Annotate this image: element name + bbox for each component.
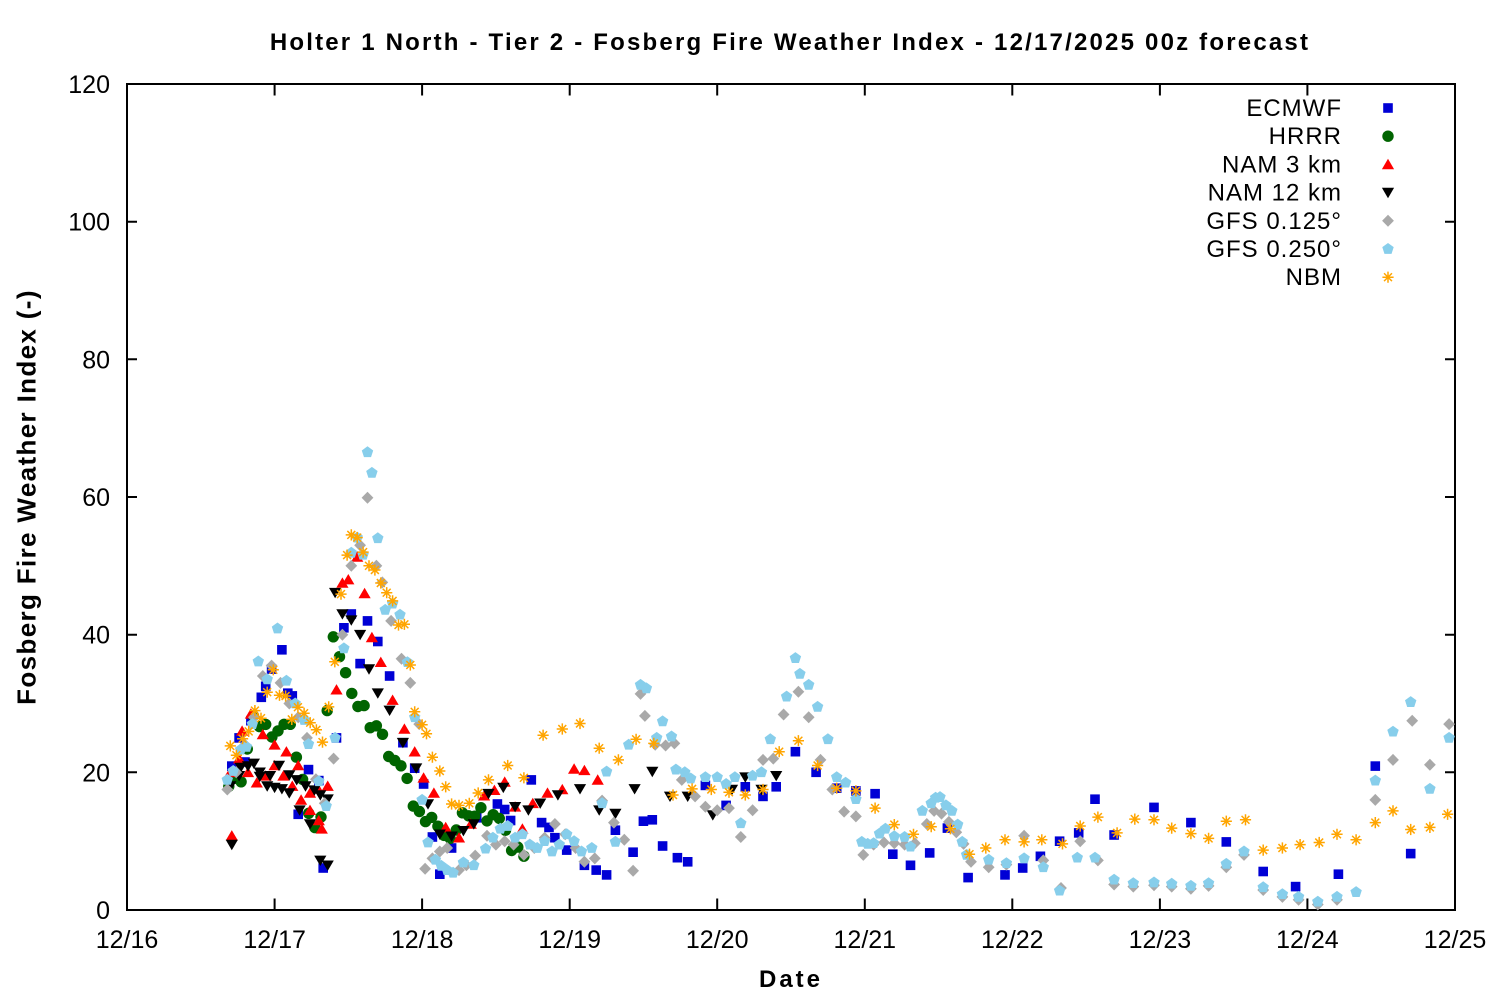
svg-text:GFS 0.125°: GFS 0.125° [1206, 208, 1342, 235]
svg-text:40: 40 [82, 622, 110, 650]
svg-text:0: 0 [96, 897, 110, 925]
svg-text:NAM 12 km: NAM 12 km [1208, 180, 1342, 207]
svg-text:Holter 1 North - Tier 2 - Fosb: Holter 1 North - Tier 2 - Fosberg Fire W… [270, 29, 1310, 56]
svg-text:NAM 3 km: NAM 3 km [1222, 151, 1342, 178]
svg-text:GFS 0.250°: GFS 0.250° [1206, 236, 1342, 263]
svg-text:20: 20 [82, 759, 110, 787]
svg-text:100: 100 [68, 209, 110, 237]
svg-text:ECMWF: ECMWF [1246, 95, 1342, 122]
svg-text:Date: Date [759, 966, 823, 993]
svg-text:12/20: 12/20 [686, 926, 749, 954]
svg-text:HRRR: HRRR [1269, 123, 1342, 150]
svg-text:12/17: 12/17 [243, 926, 306, 954]
svg-text:12/21: 12/21 [834, 926, 897, 954]
svg-text:NBM: NBM [1286, 264, 1342, 291]
svg-text:60: 60 [82, 484, 110, 512]
svg-text:12/22: 12/22 [981, 926, 1044, 954]
svg-text:Fosberg Fire Weather Index (-): Fosberg Fire Weather Index (-) [12, 289, 42, 705]
svg-text:12/16: 12/16 [96, 926, 159, 954]
svg-text:12/18: 12/18 [391, 926, 454, 954]
svg-text:12/19: 12/19 [538, 926, 601, 954]
svg-text:12/24: 12/24 [1276, 926, 1339, 954]
svg-text:80: 80 [82, 346, 110, 374]
svg-text:120: 120 [68, 71, 110, 99]
svg-text:12/25: 12/25 [1424, 926, 1487, 954]
svg-text:12/23: 12/23 [1129, 926, 1192, 954]
